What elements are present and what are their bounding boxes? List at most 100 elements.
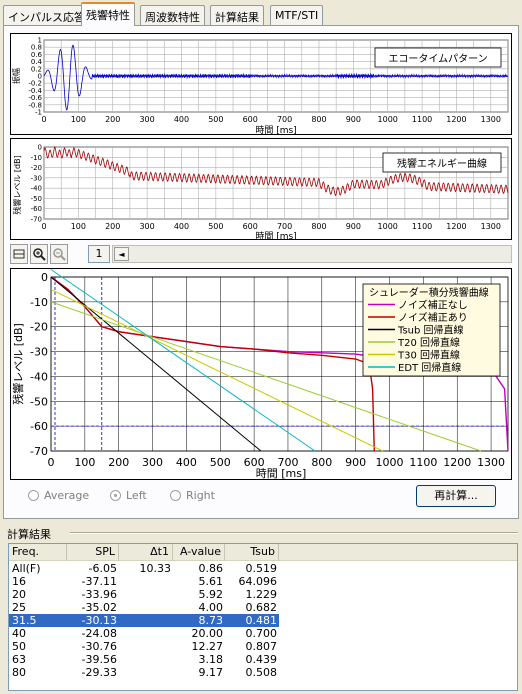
y-tick-label: -20	[31, 164, 42, 172]
table-row[interactable]: 80 -29.33 9.17 0.508	[9, 666, 279, 679]
x-tick-label: 900	[346, 115, 361, 124]
echo-chart: 1 0.8 0.6 0.4 0.2 0 -0.2 -0.4 -0.6 -0.8 -1 0 100 200 3…	[10, 33, 512, 135]
legend-label: ノイズ補正あり	[398, 311, 468, 324]
column-header-dt1[interactable]: Δt1	[119, 544, 173, 561]
series-line-t30	[50, 288, 383, 452]
column-header-spl[interactable]: SPL	[67, 544, 119, 561]
x-tick-label: 1100	[412, 115, 432, 124]
y-tick-label: -0.6	[28, 94, 42, 102]
table-cell: -37.11	[81, 575, 117, 588]
x-tick-label: 0	[41, 222, 46, 231]
table-row[interactable]: 25 -35.02 4.00 0.682	[9, 601, 279, 614]
fit-view-button[interactable]	[10, 244, 28, 264]
table-cell: 8.73	[198, 614, 224, 627]
x-axis-label: 時間 [ms]	[255, 125, 296, 134]
recalculate-button[interactable]: 再計算...	[416, 485, 496, 507]
x-tick-label: 500	[208, 222, 223, 231]
legend-label: T20 回帰直線	[397, 336, 460, 349]
x-tick-label: 0	[48, 456, 55, 469]
x-tick-label: 1200	[446, 115, 466, 124]
y-tick-label: 1	[38, 37, 42, 45]
table-row[interactable]: 31.5 -30.13 8.73 0.481	[9, 614, 279, 627]
x-tick-label: 1100	[409, 456, 437, 469]
table-row[interactable]: 40 -24.08 20.00 0.700	[9, 627, 279, 640]
results-table[interactable]: Freq. SPL Δt1 A-value Tsub All(F) -6.05 10…	[8, 543, 518, 691]
tab-reverberation[interactable]: 残響特性	[81, 2, 135, 26]
x-tick-label: 900	[346, 222, 361, 231]
table-cell: 80	[12, 666, 26, 679]
tab-frequency[interactable]: 周波数特性	[140, 5, 205, 25]
x-axis-label: 時間 [ms]	[256, 467, 307, 479]
table-cell: 1.229	[245, 588, 278, 601]
y-axis-label: 残響レベル [dB]	[12, 155, 22, 214]
radio-right[interactable]: Right	[170, 489, 215, 502]
energy-chart: 0 -10 -20 -30 -40 -50 -60 -70 0 100 200 300 400 500 60…	[10, 138, 512, 240]
energy-chart-svg: 0-10-20-30-40-50-60-700 100 200 300 400 500 60…	[12, 144, 509, 239]
radio-label: Left	[126, 489, 147, 502]
chart-title-box	[374, 47, 502, 68]
column-header-avalue[interactable]: A-value	[173, 544, 225, 561]
column-header-freq[interactable]: Freq.	[9, 544, 67, 561]
y-tick-label: -50	[30, 395, 48, 408]
table-row[interactable]: 50 -30.76 12.27 0.807	[9, 640, 279, 653]
x-tick-label: 300	[142, 456, 163, 469]
y-tick-label: 0.8	[31, 44, 42, 52]
table-row[interactable]: 20 -33.96 5.92 1.229	[9, 588, 279, 601]
x-tick-label: 1200	[446, 222, 466, 231]
zoom-out-button[interactable]	[50, 244, 68, 264]
x-tick-label: 400	[174, 115, 189, 124]
table-cell: 4.00	[198, 601, 224, 614]
table-cell: -30.13	[81, 614, 117, 627]
table-cell: 25	[12, 601, 26, 614]
radio-average[interactable]: Average	[28, 489, 89, 502]
table-cell: 9.17	[198, 666, 224, 679]
chart-title-box	[382, 152, 502, 173]
table-cell: 0.807	[245, 640, 278, 653]
table-cell: 0.508	[245, 666, 278, 679]
y-tick-label: -0.4	[28, 87, 42, 95]
table-row[interactable]: All(F) -6.05 10.33 0.86 0.519	[9, 562, 279, 575]
column-header-tsub[interactable]: Tsub	[225, 544, 279, 561]
table-header: Freq. SPL Δt1 A-value Tsub	[9, 544, 517, 561]
x-tick-label: 1000	[378, 115, 398, 124]
zoom-out-icon	[53, 248, 66, 261]
x-tick-label: 200	[105, 115, 120, 124]
legend-label: T30 回帰直線	[397, 349, 460, 362]
page-field[interactable]: 1	[88, 245, 110, 263]
y-tick-label: -50	[31, 195, 42, 203]
tab-label: 周波数特性	[145, 11, 200, 24]
y-tick-label: -0.2	[28, 80, 42, 88]
table-cell: 40	[12, 627, 26, 640]
y-axis-label: 振幅	[11, 68, 21, 84]
tab-impulse-response[interactable]: インパルス応答	[3, 5, 90, 25]
table-cell: 63	[12, 653, 26, 666]
horizontal-scrollbar[interactable]: ◄	[112, 245, 512, 263]
tab-results[interactable]: 計算結果	[210, 5, 264, 25]
table-cell: 3.18	[198, 653, 224, 666]
table-cell: 64.096	[238, 575, 278, 588]
table-row[interactable]: 63 -39.56 3.18 0.439	[9, 653, 279, 666]
y-tick-label: -20	[30, 321, 48, 334]
table-cell: 31.5	[12, 614, 37, 627]
x-tick-label: 800	[311, 222, 326, 231]
zoom-in-button[interactable]	[30, 244, 48, 264]
table-cell: 0.86	[198, 562, 224, 575]
tab-label: 残響特性	[86, 9, 130, 22]
table-row[interactable]: 16 -37.11 5.61 64.096	[9, 575, 279, 588]
results-section-title: 計算結果	[7, 528, 51, 541]
tab-label: インパルス応答	[8, 11, 85, 24]
energy-line	[43, 145, 509, 196]
table-cell: -33.96	[81, 588, 117, 601]
table-cell: -6.05	[88, 562, 117, 575]
legend-label: シュレーダー積分残響曲線	[369, 286, 489, 299]
radio-left[interactable]: Left	[110, 489, 147, 502]
decay-chart: 0 -10 -20 -30 -40 -50 -60 -70 0 100 200 300 400 500 60…	[10, 268, 512, 480]
decay-chart-svg: 0-10-20-30-40-50-60-700 100 200 300 400 500 60…	[11, 269, 509, 479]
table-cell: 5.92	[198, 588, 224, 601]
scroll-left-icon[interactable]: ◄	[114, 247, 129, 261]
y-tick-label: 0	[41, 271, 48, 284]
tab-mtf-sti[interactable]: MTF/STI	[270, 5, 324, 25]
x-tick-label: 300	[139, 115, 154, 124]
table-cell: -29.33	[81, 666, 117, 679]
x-tick-label: 1000	[376, 456, 404, 469]
